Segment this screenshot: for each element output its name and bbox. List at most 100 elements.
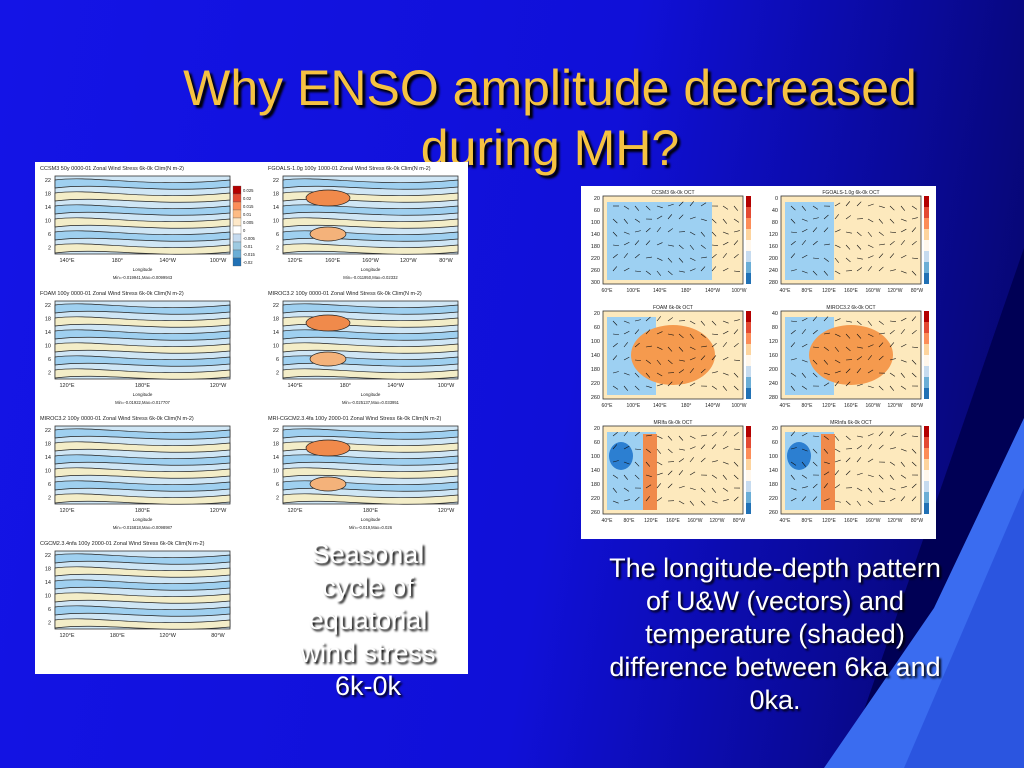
flow-vector: [801, 486, 808, 489]
colorbar-swatch: [232, 249, 242, 259]
flow-vector: [722, 330, 729, 335]
flow-vector: [801, 254, 808, 259]
flow-vector: [722, 487, 729, 492]
flow-vector: [823, 382, 830, 387]
flow-vector: [823, 270, 829, 276]
y-tick-label: 22: [273, 428, 279, 434]
x-tick-label: 180°: [112, 258, 123, 264]
flow-vector: [856, 346, 863, 349]
flow-vector: [667, 244, 674, 247]
flow-vector: [612, 342, 618, 348]
flow-vector: [856, 333, 862, 339]
flow-vector: [867, 266, 872, 272]
flow-vector: [678, 270, 685, 273]
flow-vector: [900, 432, 907, 437]
x-tick-label: 120°E: [59, 508, 74, 514]
y-tick-label: 220: [591, 256, 600, 262]
flow-vector: [911, 329, 917, 335]
flow-vector: [801, 218, 808, 222]
colorbar-swatch: [232, 193, 242, 203]
y-tick-label: 240: [769, 381, 778, 387]
y-tick-label: 260: [591, 510, 600, 516]
flow-vector: [656, 316, 661, 322]
y-tick-label: 160: [769, 244, 778, 250]
flow-vector: [812, 329, 818, 335]
flow-vector: [790, 385, 796, 391]
colorbar-swatch: [924, 426, 929, 437]
y-tick-label: 6: [276, 357, 279, 363]
flow-vector: [733, 240, 739, 246]
flow-vector: [689, 471, 696, 476]
flow-vector: [878, 332, 885, 335]
flow-vector: [867, 333, 874, 337]
flow-vector: [856, 356, 863, 361]
flow-vector: [845, 231, 852, 234]
colorbar-label: -0.015: [243, 252, 256, 257]
colorbar: 0.025 0.02 0.015 0.01 0.005 0 -0.005 -0.01 -0.01…: [232, 185, 256, 267]
contour-band: [282, 493, 459, 505]
flow-vector: [823, 332, 830, 335]
panel-header: MRI-CGCM2.3.4fa 100y 2000-01 Zonal Wind …: [268, 416, 441, 422]
x-tick-label: 120°E: [59, 383, 74, 389]
y-tick-label: 140: [591, 353, 600, 359]
flow-vector: [656, 483, 662, 489]
y-tick-label: 2: [276, 371, 279, 377]
flow-vector: [845, 201, 851, 207]
flow-vector: [689, 333, 694, 339]
flow-vector: [801, 359, 808, 363]
flow-vector: [700, 256, 707, 259]
flow-vector: [834, 381, 840, 387]
flow-vector: [623, 356, 630, 361]
flow-vector: [678, 435, 684, 441]
x-tick-label: 120°W: [887, 403, 902, 409]
flow-vector: [645, 359, 651, 364]
flow-vector: [656, 205, 663, 209]
flow-vector: [856, 368, 862, 374]
flow-vector: [634, 431, 640, 437]
contour-band: [54, 342, 231, 354]
positive-anomaly: [309, 351, 347, 367]
y-tick-label: 2: [48, 496, 51, 502]
flow-vector: [790, 447, 797, 450]
flow-vector: [823, 498, 830, 502]
flow-vector: [678, 257, 684, 263]
contour-band: [54, 454, 231, 466]
flow-vector: [722, 356, 729, 361]
y-tick-label: 60: [594, 208, 600, 214]
x-tick-label: 160°W: [362, 258, 379, 264]
flow-vector: [612, 474, 619, 479]
flow-vector: [834, 229, 841, 233]
colorbar-swatch: [746, 377, 751, 388]
flow-vector: [656, 346, 663, 350]
flow-vector: [878, 342, 884, 348]
x-axis-label: Longitude: [361, 392, 381, 397]
colorbar-swatch: [232, 233, 242, 243]
flow-vector: [722, 431, 727, 437]
flow-vector: [856, 201, 862, 207]
y-tick-label: 100: [591, 220, 600, 226]
colorbar-swatch: [924, 344, 929, 355]
flow-vector: [689, 382, 696, 387]
flow-vector: [711, 342, 717, 348]
flow-vector: [889, 329, 895, 335]
y-tick-label: 260: [591, 268, 600, 274]
x-tick-label: 120°W: [709, 518, 724, 524]
colorbar-swatch: [924, 388, 929, 399]
y-tick-label: 200: [769, 367, 778, 373]
flow-vector: [623, 445, 630, 450]
wind-stress-panel: CCSM3 50y 0000-01 Zonal Wind Stress 6k-0…: [40, 166, 231, 280]
flow-vector: [689, 320, 696, 325]
x-tick-label: 120°W: [438, 508, 455, 514]
flow-vector: [645, 329, 651, 335]
flow-vector: [645, 434, 652, 437]
flow-vector: [889, 205, 895, 211]
x-tick-label: 120°W: [210, 383, 227, 389]
x-tick-label: 80°E: [802, 518, 814, 524]
flow-vector: [733, 230, 740, 233]
flow-vector: [700, 218, 707, 221]
flow-vector: [645, 461, 651, 467]
flow-vector: [801, 372, 807, 378]
y-tick-label: 22: [273, 178, 279, 184]
flow-vector: [667, 346, 673, 352]
